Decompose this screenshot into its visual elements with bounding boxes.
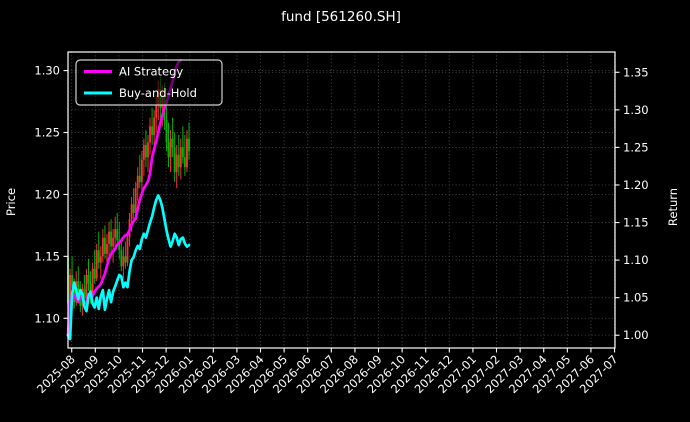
axis-ticks: 1.10 1.15 1.20 1.25 1.30 1.00 1.05 1.10 1.15 1.20…: [34, 64, 649, 397]
right-tick-label: 1.30: [623, 103, 649, 117]
legend-label-ai-strategy: AI Strategy: [119, 65, 183, 79]
left-tick-label: 1.10: [34, 311, 60, 325]
legend-label-buy-and-hold: Buy-and-Hold: [119, 86, 197, 100]
grid-lines: [68, 52, 615, 348]
legend: AI Strategy Buy-and-Hold: [75, 59, 223, 106]
buy-and-hold-line: [66, 194, 191, 341]
right-tick-label: 1.25: [623, 140, 649, 154]
axis-labels: Price Return fund [561260.SH]: [4, 9, 680, 226]
line-series: [66, 58, 191, 341]
left-axis-title: Price: [4, 188, 18, 216]
right-tick-label: 1.15: [623, 216, 649, 230]
plot-border: [67, 51, 616, 349]
legend-box: [75, 59, 223, 106]
right-tick-label: 1.10: [623, 253, 649, 267]
right-axis-title: Return: [666, 188, 680, 226]
left-tick-label: 1.30: [34, 64, 60, 78]
right-tick-label: 1.20: [623, 178, 649, 192]
left-tick-label: 1.15: [34, 249, 60, 263]
right-tick-label: 1.05: [623, 291, 649, 305]
left-tick-label: 1.25: [34, 126, 60, 140]
chart-title: fund [561260.SH]: [281, 9, 401, 25]
plot-frame: [67, 51, 616, 349]
right-tick-label: 1.35: [623, 65, 649, 79]
left-tick-label: 1.20: [34, 187, 60, 201]
right-tick-label: 1.00: [623, 328, 649, 342]
